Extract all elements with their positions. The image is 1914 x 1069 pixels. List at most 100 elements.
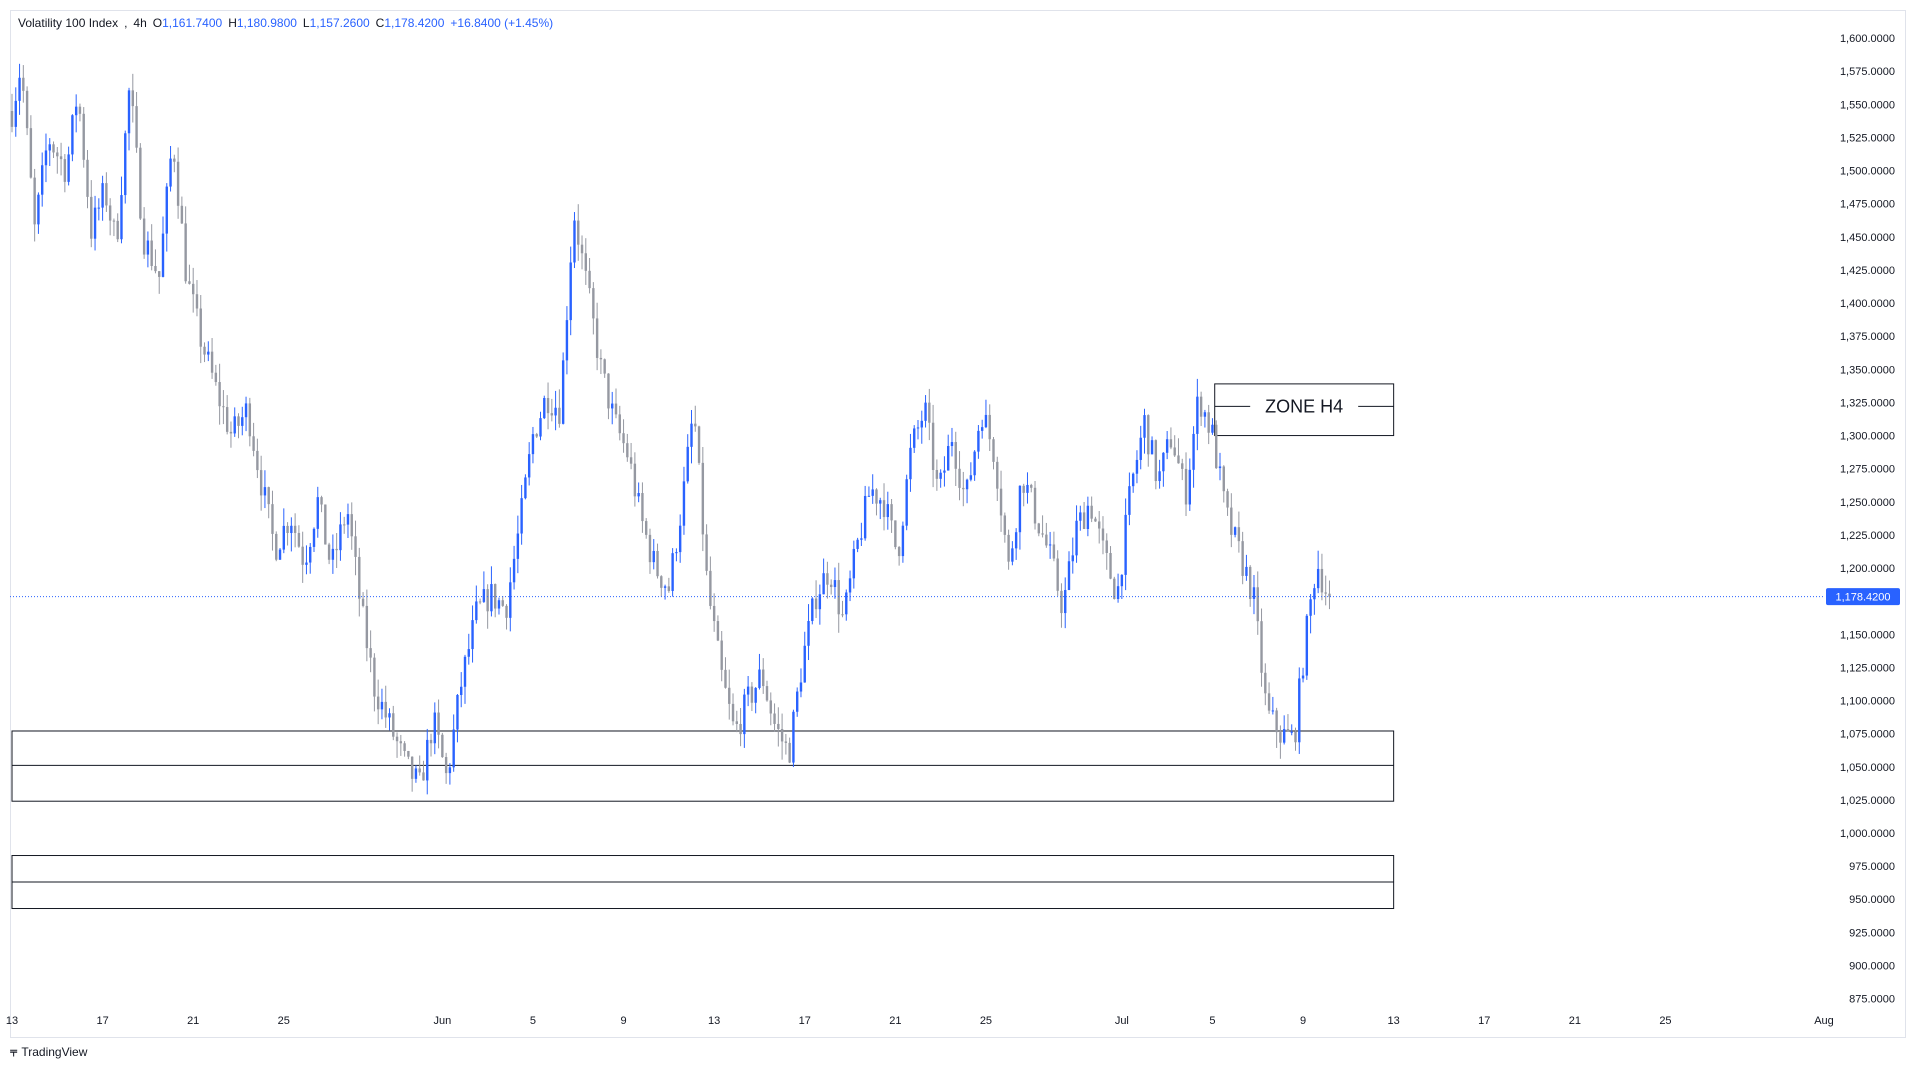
candle [863,485,867,541]
close-value: 1,178.4200 [384,16,445,30]
candle [210,338,214,379]
candle [648,528,652,574]
candle [841,600,844,618]
candle [1007,529,1010,570]
candle [486,584,489,629]
candle [667,577,671,593]
candle [1260,608,1263,687]
candle [237,413,240,439]
candle [142,207,146,259]
candle [728,669,731,720]
candle [150,224,153,271]
candle [101,175,104,221]
candle [909,433,912,492]
candle [97,198,101,221]
candle [59,142,63,176]
candle [833,567,837,599]
time-tick-label: 17 [96,1015,108,1027]
candle [29,115,33,179]
candle [437,699,440,749]
candle [52,141,55,158]
candle [1139,425,1142,470]
candle [403,741,406,757]
candle [773,703,776,732]
candle [305,545,308,575]
candle [1037,522,1040,537]
candle [1143,408,1146,454]
candle [1316,550,1320,594]
candle [1165,431,1169,460]
candle [675,548,678,562]
current-price-tag: 1,178.4200 [1826,588,1900,606]
zone-box[interactable] [1214,383,1395,437]
candle [418,755,421,776]
candle [992,437,995,470]
candle [146,231,150,268]
price-tick-label: 1,275.0000 [1840,464,1895,476]
time-tick-label: Jul [1115,1015,1129,1027]
price-tick-label: 1,300.0000 [1840,431,1895,443]
candle [74,94,78,133]
candle [225,395,229,435]
candle [682,466,686,535]
high-value: 1,180.9800 [236,16,297,30]
candle [1275,707,1278,748]
candle [554,390,557,431]
candle [678,514,682,563]
candle [950,427,954,457]
candle [482,571,486,603]
candle [973,450,976,481]
time-tick-label: 13 [708,1015,720,1027]
candle [1256,571,1259,635]
candle [1082,502,1086,530]
candle [82,107,85,168]
candle [1264,663,1267,706]
price-tick-label: 1,600.0000 [1840,33,1895,45]
candle [1245,554,1248,581]
candle [252,422,255,457]
candle [475,585,478,624]
candle [920,410,923,444]
time-tick-label: Jun [433,1015,451,1027]
candle [18,63,21,115]
tradingview-logo[interactable]: ⫧ TradingView [10,1044,87,1060]
candle [539,411,542,441]
zone-box[interactable] [11,730,1395,802]
candle [1124,498,1127,591]
candle [573,212,576,269]
candle [543,395,546,420]
price-axis[interactable]: 1,600.0000 1,575.0000 1,550.0000 1,525.0000… [1840,33,1895,1005]
candle [965,478,969,504]
candle [1207,404,1210,445]
candle [724,657,727,689]
candle [716,615,720,642]
candle [1196,378,1199,451]
candle [10,93,14,133]
candle [1075,505,1078,563]
candle [407,750,410,760]
candle [731,693,735,726]
candle [626,433,629,462]
candle [312,527,316,552]
candle [293,513,297,548]
candle [195,280,199,317]
candlestick-chart[interactable]: ZONE H4 1,600.00001,575.00001,550.00001,… [0,0,1914,1040]
price-tick-label: 1,525.0000 [1840,132,1895,144]
symbol-name[interactable]: Volatility 100 Index [18,16,119,30]
candle [867,486,871,497]
candle [1226,488,1229,516]
candle [743,688,746,748]
price-tick-label: 1,550.0000 [1840,99,1895,111]
time-axis[interactable]: 13 17 21 25 Jun 5 9 13 17 21 25 Jul 5 9 13 17 21 25 Aug [6,1015,1834,1027]
timeframe[interactable]: 4h [133,16,147,30]
candle [1105,533,1108,570]
candle [399,734,403,756]
candle [1116,573,1120,603]
candle [890,499,893,533]
time-tick-label: 21 [889,1015,901,1027]
candle [207,341,210,362]
candle [278,548,282,560]
candle [1199,391,1203,427]
candle [565,306,569,375]
candle [561,352,565,425]
